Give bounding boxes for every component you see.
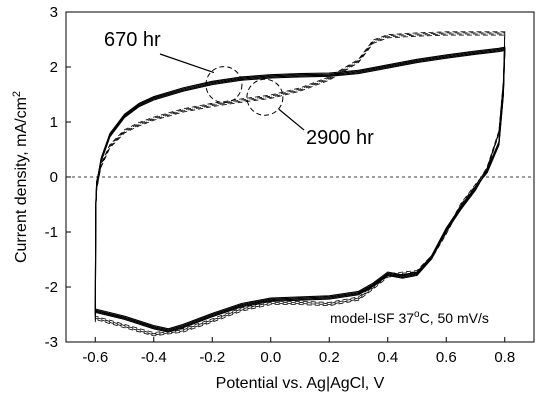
cv-curve-solid-0	[94, 48, 506, 331]
x-tick-label: 0.0	[260, 349, 281, 366]
plot-area: -3 -2 -1 0 1 2 3 -0.6 -0.4 -0.2 0.0 0.2 0.4 0.6 0.8	[45, 4, 535, 366]
cv-curve-solid-1	[94, 47, 506, 332]
cv-curve-dashed-3	[94, 31, 506, 337]
annotations: 670 hr 2900 hr model-ISF 37oC, 50 mV/s	[104, 29, 489, 326]
condition-superscript: o	[414, 309, 420, 320]
x-axis-title: Potential vs. Ag|AgCl, V	[216, 375, 385, 392]
y-axis-title-superscript: 2	[11, 91, 23, 97]
x-tick-label: -0.4	[141, 349, 167, 366]
x-tick-label: -0.6	[82, 349, 108, 366]
y-tick-label: 3	[50, 4, 58, 21]
annotation-circle-670	[205, 66, 243, 104]
condition-rest: C, 50 mV/s	[420, 310, 489, 326]
y-axis-title-main: Current density, mA/cm	[13, 97, 30, 263]
x-tick-label: 0.6	[436, 349, 457, 366]
x-tick-label: -0.2	[199, 349, 225, 366]
y-axis-title: Current density, mA/cm2	[11, 91, 30, 263]
y-tick-label: -2	[45, 279, 58, 296]
cv-curves	[94, 31, 506, 337]
y-axis-ticks: -3 -2 -1 0 1 2 3	[45, 4, 71, 351]
annotation-circle-2900	[246, 78, 284, 116]
leader-line-2900	[278, 108, 305, 131]
leader-line-670	[159, 53, 215, 74]
condition-note: model-ISF 37oC, 50 mV/s	[330, 309, 489, 326]
cv-curve-dashed-2	[94, 34, 506, 334]
cv-curve-dashed-1	[94, 32, 506, 336]
x-tick-label: 0.4	[377, 349, 398, 366]
cv-curve-dashed-0	[94, 33, 506, 335]
label-670-hr: 670 hr	[104, 29, 161, 51]
y-tick-label: 1	[50, 114, 58, 131]
y-tick-label: 2	[50, 59, 58, 76]
x-tick-label: 0.8	[494, 349, 515, 366]
cv-curve-solid-2	[94, 49, 506, 330]
y-tick-label: -1	[45, 224, 58, 241]
y-tick-label: 0	[50, 169, 58, 186]
x-tick-label: 0.2	[319, 349, 340, 366]
label-2900-hr: 2900 hr	[306, 127, 374, 149]
condition-main: model-ISF 37	[330, 310, 414, 326]
x-axis-ticks: -0.6 -0.4 -0.2 0.0 0.2 0.4 0.6 0.8	[82, 337, 515, 366]
y-tick-label: -3	[45, 334, 58, 351]
